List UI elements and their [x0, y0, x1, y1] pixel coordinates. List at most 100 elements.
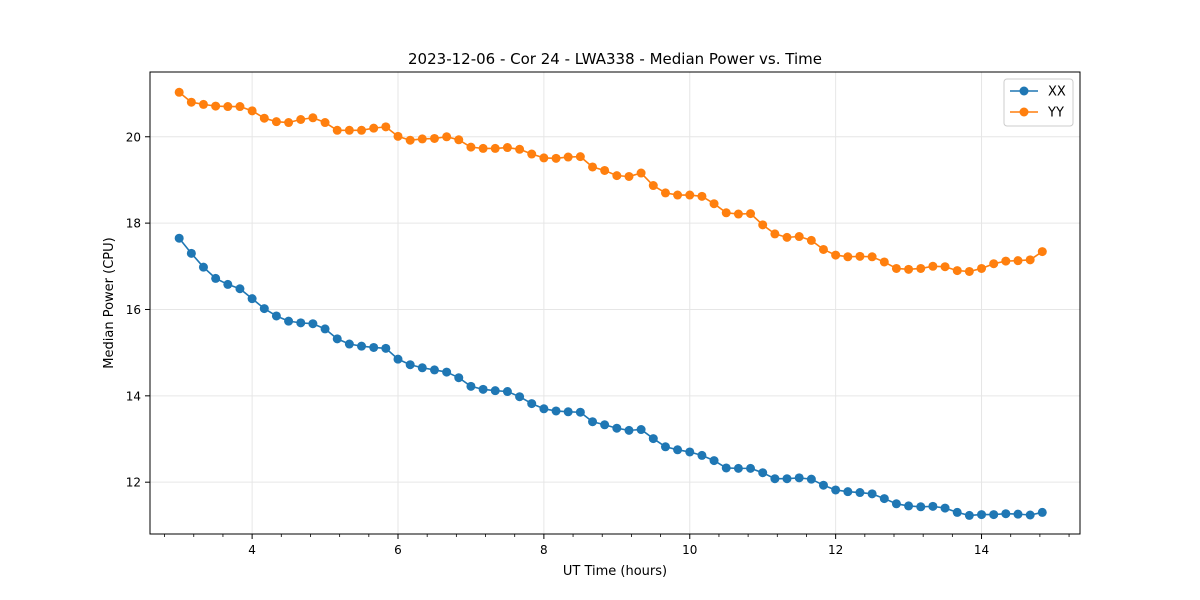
- data-point-yy: [551, 153, 561, 163]
- data-point-yy: [977, 263, 987, 273]
- data-point-yy: [271, 117, 281, 127]
- data-point-xx: [916, 502, 926, 512]
- data-point-xx: [940, 503, 950, 513]
- plot-frame: [149, 71, 1081, 535]
- data-point-xx: [454, 373, 464, 383]
- data-point-yy: [1001, 256, 1011, 266]
- data-point-yy: [624, 171, 634, 181]
- y-axis-label: Median Power (CPU): [102, 237, 117, 368]
- data-point-yy: [478, 143, 488, 153]
- data-point-yy: [928, 261, 938, 271]
- data-point-xx: [186, 248, 196, 258]
- data-point-xx: [466, 381, 476, 391]
- data-point-xx: [904, 501, 914, 511]
- data-point-xx: [332, 334, 342, 344]
- data-point-yy: [405, 135, 415, 145]
- y-tick-label: 20: [126, 130, 141, 144]
- data-point-yy: [417, 134, 427, 144]
- data-point-yy: [539, 153, 549, 163]
- data-point-xx: [685, 447, 695, 457]
- data-point-xx: [320, 324, 330, 334]
- data-point-xx: [782, 474, 792, 484]
- data-point-xx: [928, 501, 938, 511]
- data-point-yy: [1013, 256, 1023, 266]
- data-point-yy: [381, 122, 391, 132]
- data-point-xx: [357, 341, 367, 351]
- data-point-yy: [855, 251, 865, 261]
- data-point-xx: [660, 442, 670, 452]
- data-point-xx: [490, 386, 500, 396]
- data-point-xx: [1001, 509, 1011, 519]
- data-point-yy: [344, 125, 354, 135]
- data-point-xx: [709, 456, 719, 466]
- data-point-yy: [685, 190, 695, 200]
- data-point-xx: [831, 485, 841, 495]
- data-point-yy: [442, 132, 452, 142]
- data-point-yy: [843, 252, 853, 262]
- data-point-yy: [527, 149, 537, 159]
- data-point-xx: [478, 384, 488, 394]
- data-point-yy: [770, 229, 780, 239]
- data-point-yy: [612, 171, 622, 181]
- data-point-yy: [879, 257, 889, 267]
- data-point-xx: [636, 425, 646, 435]
- data-point-xx: [746, 463, 756, 473]
- data-point-xx: [794, 473, 804, 483]
- data-point-yy: [466, 142, 476, 152]
- data-point-xx: [867, 489, 877, 499]
- data-point-yy: [211, 101, 221, 111]
- data-point-xx: [758, 468, 768, 478]
- y-tick-label: 12: [126, 476, 141, 490]
- data-point-xx: [344, 339, 354, 349]
- data-point-xx: [296, 318, 306, 328]
- data-point-yy: [174, 87, 184, 97]
- data-point-yy: [867, 252, 877, 262]
- data-point-xx: [624, 425, 634, 435]
- data-point-xx: [600, 420, 610, 430]
- data-point-yy: [952, 266, 962, 276]
- data-point-yy: [904, 264, 914, 274]
- data-point-xx: [551, 406, 561, 416]
- data-point-xx: [527, 399, 537, 409]
- data-point-xx: [308, 319, 318, 329]
- data-point-yy: [490, 143, 500, 153]
- data-point-xx: [1037, 507, 1047, 517]
- data-point-xx: [1025, 510, 1035, 520]
- data-point-xx: [381, 343, 391, 353]
- data-point-yy: [259, 113, 269, 123]
- data-point-xx: [575, 407, 585, 417]
- y-tick-label: 16: [126, 303, 141, 317]
- data-point-yy: [673, 190, 683, 200]
- data-point-yy: [831, 250, 841, 260]
- data-point-yy: [284, 118, 294, 128]
- y-tick-label: 18: [126, 217, 141, 231]
- legend-label-yy: YY: [1047, 106, 1064, 121]
- data-point-yy: [357, 125, 367, 135]
- data-point-yy: [502, 143, 512, 153]
- data-point-yy: [223, 102, 233, 112]
- data-point-yy: [636, 168, 646, 178]
- data-point-yy: [818, 244, 828, 254]
- series-layer: [174, 87, 1047, 520]
- data-point-xx: [271, 311, 281, 321]
- x-tick-label: 8: [540, 543, 548, 557]
- data-point-xx: [879, 494, 889, 504]
- data-point-xx: [235, 284, 245, 294]
- data-point-yy: [198, 99, 208, 109]
- data-point-yy: [235, 102, 245, 112]
- data-point-xx: [721, 463, 731, 473]
- legend: XX YY: [1003, 78, 1074, 127]
- data-point-xx: [284, 316, 294, 326]
- data-point-yy: [940, 262, 950, 272]
- data-point-yy: [600, 165, 610, 175]
- x-tick-label: 10: [682, 543, 697, 557]
- data-point-yy: [1037, 247, 1047, 257]
- legend-label-xx: XX: [1048, 85, 1066, 100]
- grid-lines: [150, 72, 1080, 534]
- data-point-xx: [211, 273, 221, 283]
- data-point-yy: [721, 208, 731, 218]
- data-point-xx: [442, 367, 452, 377]
- data-point-yy: [758, 220, 768, 230]
- plot-area: [150, 72, 1080, 534]
